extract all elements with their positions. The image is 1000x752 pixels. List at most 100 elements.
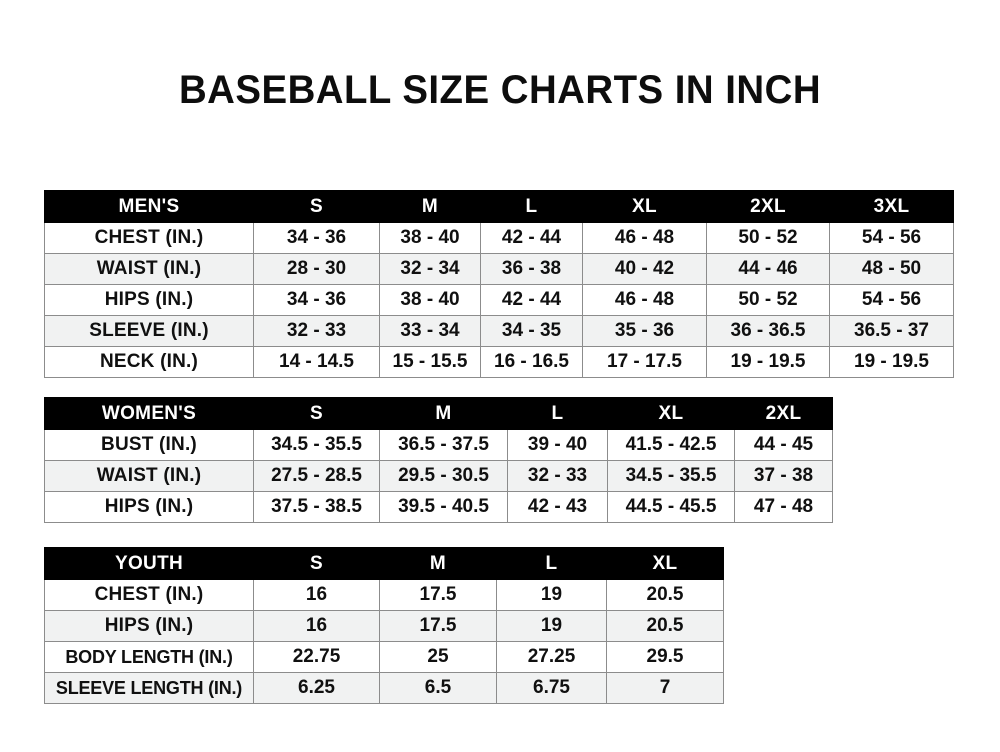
table-cell: 36.5 - 37.5: [379, 429, 508, 461]
table-row: NECK (IN.) 14 - 14.5 15 - 15.5 16 - 16.5…: [44, 346, 954, 378]
womens-header-cell-4: XL: [607, 397, 735, 430]
mens-header-cell-5: 2XL: [706, 190, 830, 223]
mens-header-cell-4: XL: [582, 190, 707, 223]
table-cell: 27.5 - 28.5: [253, 460, 380, 492]
table-cell: 25: [379, 641, 497, 673]
table-cell: 16: [253, 610, 380, 642]
table-cell: 41.5 - 42.5: [607, 429, 735, 461]
table-cell: 34 - 36: [253, 284, 380, 316]
youth-header-cell-4: XL: [606, 547, 724, 580]
table-row: HIPS (IN.) 34 - 36 38 - 40 42 - 44 46 - …: [44, 284, 954, 316]
table-cell: 19: [496, 579, 607, 611]
table-cell: 46 - 48: [582, 222, 707, 254]
table-cell: 19 - 19.5: [706, 346, 830, 378]
table-cell: 22.75: [253, 641, 380, 673]
row-label: HIPS (IN.): [44, 610, 254, 642]
table-cell: 38 - 40: [379, 222, 481, 254]
table-row: CHEST (IN.) 16 17.5 19 20.5: [44, 579, 724, 611]
table-cell: 6.75: [496, 672, 607, 704]
table-cell: 46 - 48: [582, 284, 707, 316]
table-cell: 32 - 33: [253, 315, 380, 347]
row-label: BUST (IN.): [44, 429, 254, 461]
table-cell: 36 - 36.5: [706, 315, 830, 347]
table-cell: 29.5 - 30.5: [379, 460, 508, 492]
table-cell: 16 - 16.5: [480, 346, 583, 378]
row-label: WAIST (IN.): [44, 253, 254, 285]
table-cell: 36 - 38: [480, 253, 583, 285]
youth-header-cell-2: M: [379, 547, 497, 580]
row-label: HIPS (IN.): [44, 284, 254, 316]
table-cell: 44.5 - 45.5: [607, 491, 735, 523]
youth-size-table: YOUTH S M L XL CHEST (IN.) 16 17.5 19 20…: [44, 547, 724, 704]
womens-size-table: WOMEN'S S M L XL 2XL BUST (IN.) 34.5 - 3…: [44, 397, 833, 523]
row-label: WAIST (IN.): [44, 460, 254, 492]
womens-header-row: WOMEN'S S M L XL 2XL: [44, 397, 833, 430]
table-cell: 17 - 17.5: [582, 346, 707, 378]
table-cell: 47 - 48: [734, 491, 833, 523]
mens-size-table: MEN'S S M L XL 2XL 3XL CHEST (IN.) 34 - …: [44, 190, 954, 378]
table-row: WAIST (IN.) 28 - 30 32 - 34 36 - 38 40 -…: [44, 253, 954, 285]
table-cell: 39 - 40: [507, 429, 608, 461]
page-title: BASEBALL SIZE CHARTS IN INCH: [178, 68, 822, 112]
table-cell: 15 - 15.5: [379, 346, 481, 378]
mens-header-cell-0: MEN'S: [44, 190, 254, 223]
mens-header-row: MEN'S S M L XL 2XL 3XL: [44, 190, 954, 223]
youth-header-cell-1: S: [253, 547, 380, 580]
mens-header-cell-1: S: [253, 190, 380, 223]
table-cell: 14 - 14.5: [253, 346, 380, 378]
table-cell: 17.5: [379, 579, 497, 611]
table-row: HIPS (IN.) 16 17.5 19 20.5: [44, 610, 724, 642]
mens-header-cell-6: 3XL: [829, 190, 954, 223]
table-cell: 27.25: [496, 641, 607, 673]
table-cell: 34.5 - 35.5: [607, 460, 735, 492]
table-row: SLEEVE LENGTH (IN.) 6.25 6.5 6.75 7: [44, 672, 724, 704]
table-cell: 42 - 43: [507, 491, 608, 523]
table-cell: 19: [496, 610, 607, 642]
mens-header-cell-2: M: [379, 190, 481, 223]
table-cell: 35 - 36: [582, 315, 707, 347]
table-cell: 48 - 50: [829, 253, 954, 285]
table-row: WAIST (IN.) 27.5 - 28.5 29.5 - 30.5 32 -…: [44, 460, 833, 492]
table-cell: 50 - 52: [706, 284, 830, 316]
row-label: CHEST (IN.): [44, 579, 254, 611]
table-row: BODY LENGTH (IN.) 22.75 25 27.25 29.5: [44, 641, 724, 673]
table-cell: 32 - 34: [379, 253, 481, 285]
womens-header-cell-5: 2XL: [734, 397, 833, 430]
table-cell: 32 - 33: [507, 460, 608, 492]
row-label: SLEEVE LENGTH (IN.): [44, 672, 254, 704]
youth-header-cell-0: YOUTH: [44, 547, 254, 580]
table-cell: 37.5 - 38.5: [253, 491, 380, 523]
table-row: BUST (IN.) 34.5 - 35.5 36.5 - 37.5 39 - …: [44, 429, 833, 461]
womens-header-cell-0: WOMEN'S: [44, 397, 254, 430]
table-row: SLEEVE (IN.) 32 - 33 33 - 34 34 - 35 35 …: [44, 315, 954, 347]
table-cell: 54 - 56: [829, 222, 954, 254]
row-label: BODY LENGTH (IN.): [44, 641, 254, 673]
table-row: CHEST (IN.) 34 - 36 38 - 40 42 - 44 46 -…: [44, 222, 954, 254]
womens-header-cell-2: M: [379, 397, 508, 430]
table-cell: 6.5: [379, 672, 497, 704]
table-cell: 34 - 36: [253, 222, 380, 254]
row-label: HIPS (IN.): [44, 491, 254, 523]
table-cell: 28 - 30: [253, 253, 380, 285]
table-cell: 44 - 45: [734, 429, 833, 461]
table-cell: 29.5: [606, 641, 724, 673]
table-cell: 39.5 - 40.5: [379, 491, 508, 523]
womens-header-cell-3: L: [507, 397, 608, 430]
table-cell: 16: [253, 579, 380, 611]
table-cell: 33 - 34: [379, 315, 481, 347]
table-cell: 44 - 46: [706, 253, 830, 285]
table-cell: 19 - 19.5: [829, 346, 954, 378]
table-cell: 37 - 38: [734, 460, 833, 492]
youth-header-cell-3: L: [496, 547, 607, 580]
table-cell: 17.5: [379, 610, 497, 642]
table-cell: 38 - 40: [379, 284, 481, 316]
table-cell: 20.5: [606, 579, 724, 611]
table-cell: 42 - 44: [480, 284, 583, 316]
table-cell: 34 - 35: [480, 315, 583, 347]
table-cell: 6.25: [253, 672, 380, 704]
table-cell: 54 - 56: [829, 284, 954, 316]
table-cell: 7: [606, 672, 724, 704]
row-label: CHEST (IN.): [44, 222, 254, 254]
table-cell: 20.5: [606, 610, 724, 642]
